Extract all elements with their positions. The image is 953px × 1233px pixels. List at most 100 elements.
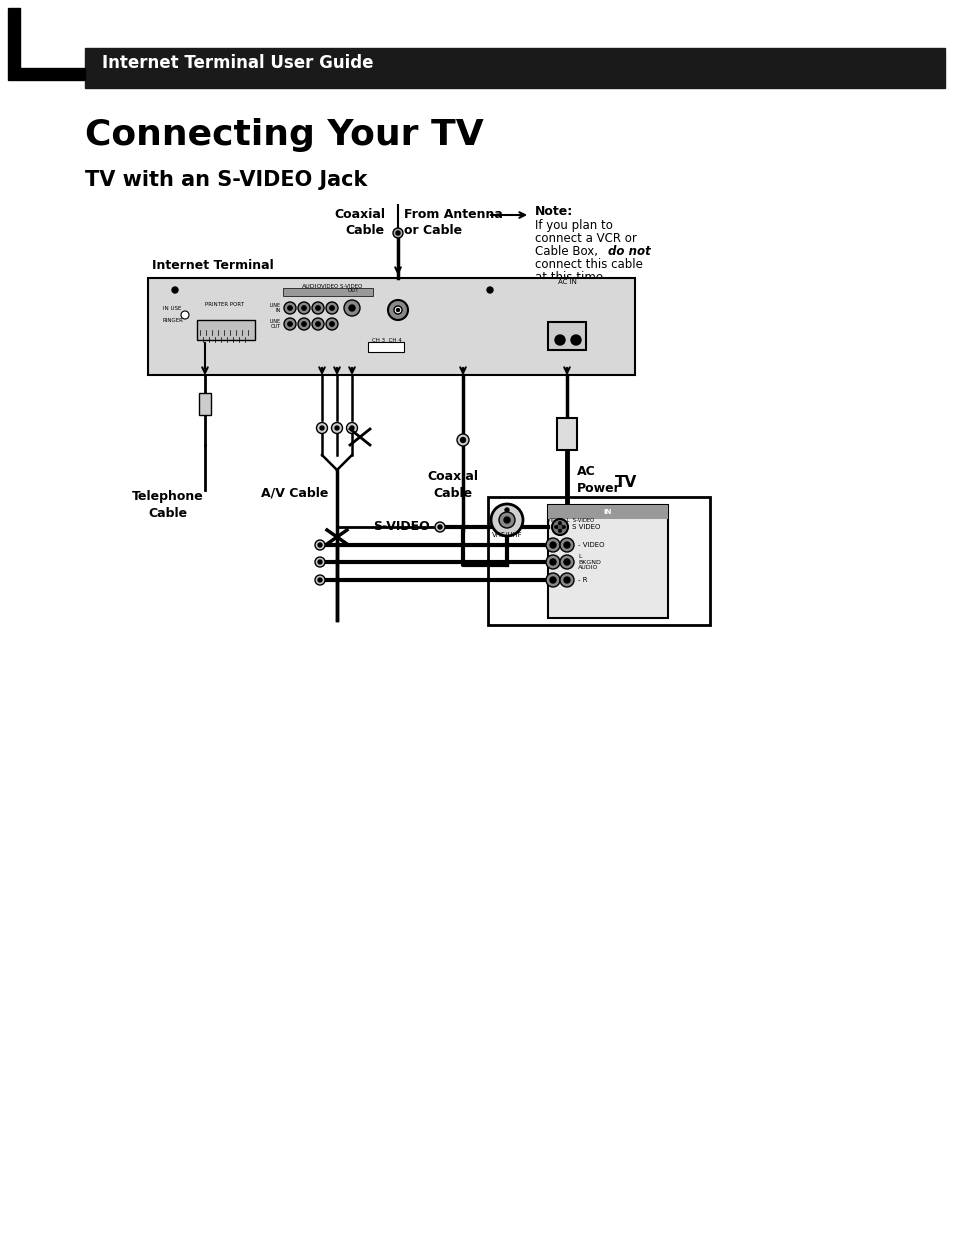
Circle shape xyxy=(503,517,510,523)
Text: Coaxial
Cable: Coaxial Cable xyxy=(427,470,478,501)
Text: A/V Cable: A/V Cable xyxy=(261,487,329,501)
Circle shape xyxy=(181,311,189,319)
Circle shape xyxy=(498,512,515,528)
Circle shape xyxy=(312,302,324,314)
Text: IN USE: IN USE xyxy=(163,307,181,312)
Text: TV: TV xyxy=(615,475,637,490)
Text: LINE
IN: LINE IN xyxy=(270,302,281,313)
Circle shape xyxy=(552,519,567,535)
Circle shape xyxy=(315,306,320,311)
Circle shape xyxy=(486,287,493,293)
Circle shape xyxy=(346,423,357,434)
Text: Internet Terminal User Guide: Internet Terminal User Guide xyxy=(102,54,374,72)
Circle shape xyxy=(284,302,295,314)
Text: OUT: OUT xyxy=(348,289,359,293)
Circle shape xyxy=(563,559,569,565)
Circle shape xyxy=(301,322,306,327)
Circle shape xyxy=(563,577,569,583)
Text: AC
Power
Cord: AC Power Cord xyxy=(577,465,620,512)
Circle shape xyxy=(317,578,322,582)
Bar xyxy=(488,497,709,625)
Polygon shape xyxy=(8,7,85,80)
Circle shape xyxy=(335,425,338,430)
Bar xyxy=(547,322,585,350)
Circle shape xyxy=(435,522,444,531)
Text: at this time.: at this time. xyxy=(535,271,606,284)
Circle shape xyxy=(331,423,342,434)
Circle shape xyxy=(284,318,295,330)
Circle shape xyxy=(545,573,559,587)
Circle shape xyxy=(297,302,310,314)
Circle shape xyxy=(350,425,354,430)
Circle shape xyxy=(393,228,402,238)
Circle shape xyxy=(388,300,408,321)
Bar xyxy=(283,289,373,296)
Text: do not: do not xyxy=(607,245,650,258)
Circle shape xyxy=(558,522,560,524)
Circle shape xyxy=(329,306,335,311)
Circle shape xyxy=(550,543,556,547)
Text: IN: IN xyxy=(603,509,612,515)
Text: Cable Box,: Cable Box, xyxy=(535,245,601,258)
Bar xyxy=(199,393,211,416)
Text: Telephone
Cable: Telephone Cable xyxy=(132,490,204,520)
Text: Note:: Note: xyxy=(535,205,573,218)
Bar xyxy=(368,342,403,351)
Bar xyxy=(557,418,577,450)
Circle shape xyxy=(557,524,562,530)
Text: connect this cable: connect this cable xyxy=(535,258,642,271)
Circle shape xyxy=(326,302,337,314)
Text: connect a VCR or: connect a VCR or xyxy=(535,232,637,245)
Circle shape xyxy=(555,525,557,528)
Bar xyxy=(148,277,635,375)
Text: Coaxial
Cable: Coaxial Cable xyxy=(334,208,385,237)
Circle shape xyxy=(319,425,324,430)
Circle shape xyxy=(172,287,178,293)
Circle shape xyxy=(314,575,325,584)
Circle shape xyxy=(559,555,574,568)
Circle shape xyxy=(571,335,580,345)
Circle shape xyxy=(349,305,355,311)
Text: AC IN: AC IN xyxy=(557,279,576,285)
Text: AUDIO: AUDIO xyxy=(301,285,322,290)
Text: From Antenna
or Cable: From Antenna or Cable xyxy=(403,208,502,237)
Circle shape xyxy=(504,508,509,512)
Circle shape xyxy=(394,306,401,314)
Circle shape xyxy=(317,560,322,563)
Text: S-VIDEO: S-VIDEO xyxy=(373,520,430,534)
Circle shape xyxy=(326,318,337,330)
Circle shape xyxy=(395,231,399,236)
Circle shape xyxy=(312,318,324,330)
Circle shape xyxy=(315,322,320,327)
Text: PRINTER PORT: PRINTER PORT xyxy=(205,302,244,307)
Text: VIDEO S-VIDEO: VIDEO S-VIDEO xyxy=(321,285,362,290)
Circle shape xyxy=(314,540,325,550)
Text: RINGER: RINGER xyxy=(163,318,184,323)
Text: Connecting Your TV: Connecting Your TV xyxy=(85,118,483,152)
Circle shape xyxy=(329,322,335,327)
Circle shape xyxy=(559,573,574,587)
Bar xyxy=(85,48,944,88)
Text: S VIDEO: S VIDEO xyxy=(572,524,599,530)
Circle shape xyxy=(550,559,556,565)
Text: VHF/UHF: VHF/UHF xyxy=(491,531,522,538)
Text: - R: - R xyxy=(578,577,587,583)
Bar xyxy=(196,321,254,340)
Circle shape xyxy=(563,543,569,547)
Circle shape xyxy=(317,543,322,547)
Circle shape xyxy=(501,506,512,515)
Circle shape xyxy=(456,434,469,446)
Circle shape xyxy=(545,538,559,552)
Circle shape xyxy=(545,555,559,568)
Circle shape xyxy=(316,423,327,434)
Text: CH 3  CH 4: CH 3 CH 4 xyxy=(372,338,401,343)
Text: LINE
OUT: LINE OUT xyxy=(270,318,281,329)
Text: Internet Terminal: Internet Terminal xyxy=(152,259,274,272)
Text: L
BKGND
AUDIO: L BKGND AUDIO xyxy=(578,554,600,570)
Circle shape xyxy=(558,530,560,533)
Circle shape xyxy=(287,306,293,311)
Circle shape xyxy=(491,504,522,536)
Circle shape xyxy=(287,322,293,327)
Circle shape xyxy=(297,318,310,330)
Text: VIDEO  L  S-VIDEO: VIDEO L S-VIDEO xyxy=(547,518,594,523)
